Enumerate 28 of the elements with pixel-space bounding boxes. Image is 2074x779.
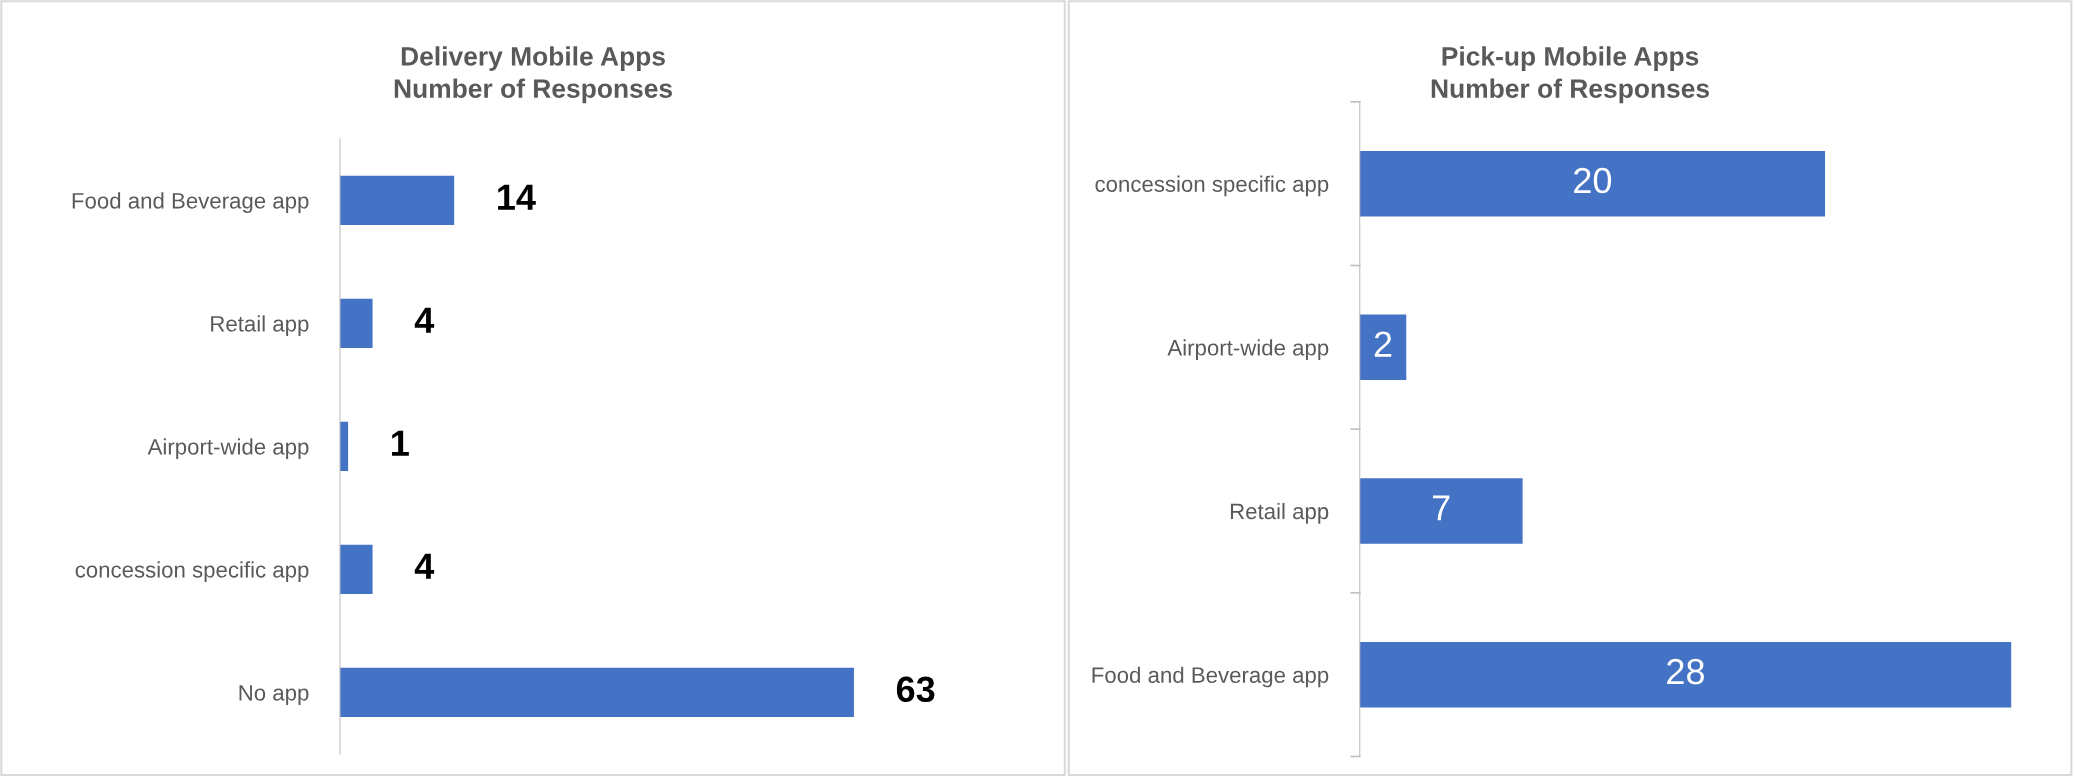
data-label: 63	[896, 676, 935, 703]
y-tick-label: No app	[239, 685, 309, 706]
bar	[1359, 314, 1407, 381]
data-label: 2	[1374, 331, 1392, 357]
bar	[1359, 641, 2012, 708]
bar	[1359, 478, 1523, 544]
bar	[339, 544, 373, 594]
bar	[339, 175, 455, 225]
y-tick-label: Airport-wide app	[147, 438, 309, 460]
data-label: 7	[1432, 495, 1450, 521]
chart-title: Delivery Mobile Apps Number of Responses	[394, 46, 673, 104]
y-tick-label: Food and Beverage app	[72, 192, 309, 214]
data-label: 4	[414, 307, 435, 333]
data-label: 14	[498, 184, 536, 210]
y-tick-label: Retail app	[211, 315, 309, 337]
data-label: 1	[392, 430, 409, 456]
bar	[339, 298, 373, 348]
chart-title: Pick-up Mobile Apps Number of Responses	[1431, 46, 1710, 104]
data-label: 20	[1574, 167, 1612, 194]
y-tick-label: Food and Beverage app	[1092, 666, 1329, 688]
y-tick-label: concession specific app	[1095, 175, 1329, 197]
bar	[1359, 150, 1826, 217]
bar	[339, 667, 854, 717]
y-tick-label: Retail app	[1230, 502, 1329, 524]
y-tick-label: Airport-wide app	[1167, 339, 1329, 361]
data-label: 4	[414, 553, 435, 579]
data-label: 28	[1667, 658, 1704, 685]
y-tick-label: concession specific app	[75, 561, 309, 583]
